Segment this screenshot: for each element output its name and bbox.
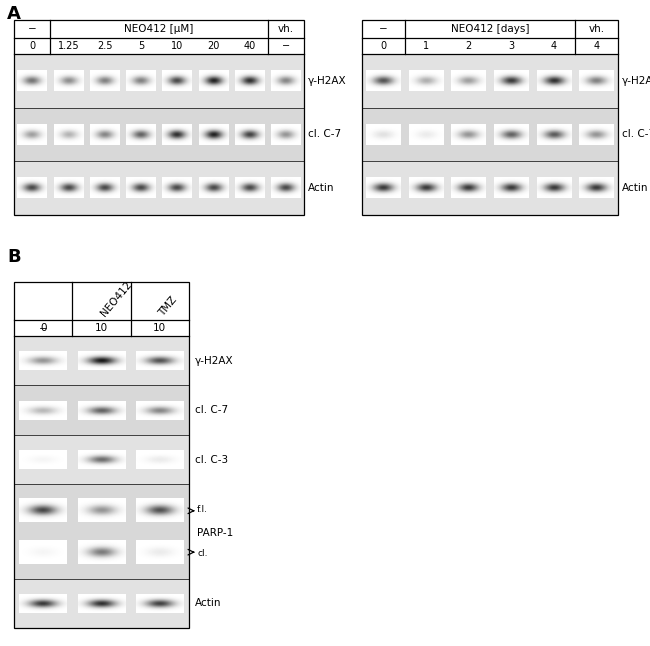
Text: 0: 0 [40,323,46,333]
Text: NEO412: NEO412 [99,279,133,318]
Bar [362,20,618,215]
Text: 20: 20 [207,41,220,51]
Bar [362,20,618,215]
Text: cl. C-7: cl. C-7 [622,129,650,140]
Text: cl.: cl. [197,548,207,557]
Bar [14,386,189,435]
Text: 1.25: 1.25 [58,41,79,51]
Text: −: − [39,324,47,334]
Text: γ-H2AX: γ-H2AX [195,356,233,366]
Text: vh.: vh. [589,24,604,34]
Text: 5: 5 [138,41,144,51]
Text: 2: 2 [465,41,472,51]
Bar [14,162,304,215]
Text: 3: 3 [508,41,514,51]
Bar [14,108,304,162]
Text: f.l.: f.l. [197,505,208,514]
Text: 10: 10 [171,41,183,51]
Bar [14,54,304,108]
Text: γ-H2AX: γ-H2AX [622,76,650,86]
Text: 4: 4 [593,41,600,51]
Text: NEO412 [days]: NEO412 [days] [450,24,529,34]
Text: 0: 0 [380,41,386,51]
Text: Actin: Actin [622,183,649,193]
Text: A: A [7,5,21,23]
Text: −: − [379,24,387,34]
Text: 10: 10 [95,323,108,333]
Text: cl. C-7: cl. C-7 [195,405,228,415]
Bar [362,54,618,108]
Text: PARP-1: PARP-1 [197,528,233,539]
Text: −: − [282,41,290,51]
Text: cl. C-7: cl. C-7 [308,129,341,140]
Text: TMZ: TMZ [157,295,179,318]
Bar [362,162,618,215]
Text: 1: 1 [423,41,429,51]
Bar [14,484,189,579]
Text: cl. C-3: cl. C-3 [195,455,228,464]
Text: 40: 40 [244,41,255,51]
Bar [14,435,189,484]
Bar [14,282,189,628]
Text: 2.5: 2.5 [97,41,112,51]
Bar [14,336,189,386]
Text: 10: 10 [153,323,166,333]
Bar [14,20,304,215]
Text: NEO412 [μM]: NEO412 [μM] [124,24,194,34]
Text: γ-H2AX: γ-H2AX [308,76,346,86]
Bar [14,579,189,628]
Bar [362,108,618,162]
Text: vh.: vh. [278,24,294,34]
Text: Actin: Actin [195,598,222,609]
Text: Actin: Actin [308,183,335,193]
Text: 0: 0 [29,41,35,51]
Text: −: − [28,24,36,34]
Text: 4: 4 [551,41,557,51]
Bar [14,282,189,628]
Bar [14,20,304,215]
Text: B: B [7,248,21,266]
